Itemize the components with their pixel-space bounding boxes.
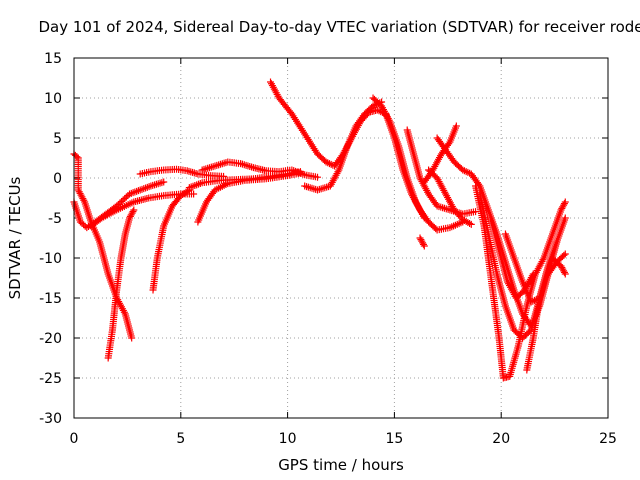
y-tick-label: -20: [39, 331, 62, 347]
series-markers: [403, 126, 480, 218]
series-track-13: [382, 110, 467, 234]
plot-frame: [73, 57, 609, 419]
series-track-16: [420, 122, 460, 186]
series-markers: [136, 165, 228, 180]
y-tick-label: -5: [48, 211, 62, 227]
series-track-14: [416, 234, 428, 250]
y-tick-label: -10: [39, 251, 62, 267]
y-axis-label: SDTVAR / TECUs: [6, 176, 24, 299]
series-track-23: [487, 214, 537, 302]
axis-ticks: 0 5 10 15 20 25 15 10 5 0 -5 -10 -15 -20 -25 -30: [39, 51, 617, 447]
chart-title: Day 101 of 2024, Sidereal Day-to-day VTE…: [38, 18, 640, 36]
y-tick-label: -25: [39, 371, 62, 387]
series-markers: [185, 168, 304, 192]
y-tick-label: -15: [39, 291, 62, 307]
series-markers: [267, 78, 390, 170]
series-markers: [420, 122, 460, 186]
series-markers: [416, 234, 428, 250]
x-tick-label: 10: [279, 431, 297, 447]
series-markers: [487, 214, 537, 302]
series-track-4: [104, 206, 138, 362]
series-markers: [523, 254, 569, 374]
data-marks: [70, 78, 569, 382]
series-track-11: [301, 98, 386, 194]
series-track-9: [185, 168, 304, 192]
series-markers: [425, 166, 475, 228]
y-tick-label: 5: [53, 131, 62, 147]
series-track-17: [425, 166, 475, 228]
series-markers: [301, 98, 386, 194]
x-tick-label: 5: [176, 431, 185, 447]
y-tick-label: 15: [44, 51, 62, 67]
series-markers: [104, 206, 138, 362]
x-tick-label: 0: [70, 431, 79, 447]
x-tick-label: 25: [599, 431, 617, 447]
series-markers: [382, 110, 467, 234]
y-tick-label: 10: [44, 91, 62, 107]
x-axis-label: GPS time / hours: [278, 456, 404, 474]
series-track-10: [267, 78, 390, 170]
series-track-22: [523, 254, 569, 374]
series-track-5: [136, 165, 228, 180]
series-track-15: [403, 126, 480, 218]
x-tick-label: 20: [492, 431, 510, 447]
y-tick-label: 0: [53, 171, 62, 187]
y-tick-label: -30: [39, 411, 62, 427]
series-track-6: [149, 186, 193, 294]
series-markers: [149, 186, 193, 294]
x-tick-label: 15: [385, 431, 403, 447]
